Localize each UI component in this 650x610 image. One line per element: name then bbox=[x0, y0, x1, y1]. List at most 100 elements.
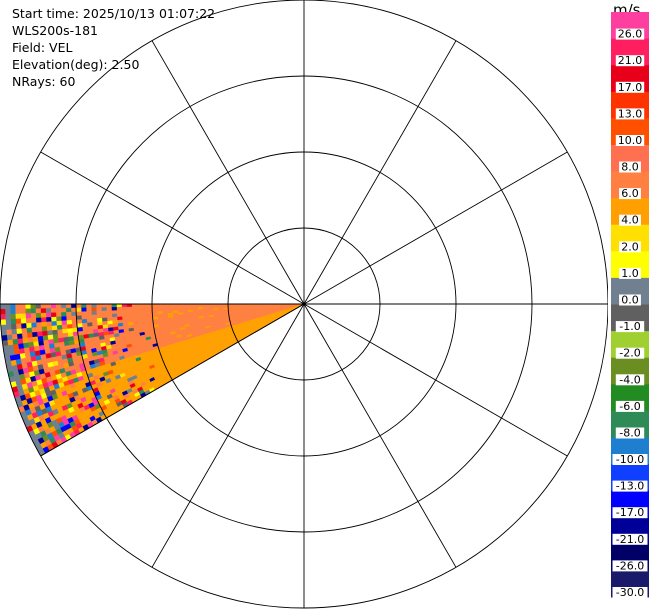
sector-gate bbox=[16, 328, 23, 335]
sector-gate bbox=[70, 303, 77, 309]
sector-gate bbox=[96, 310, 102, 316]
colorbar-tick-label: -2.0 bbox=[619, 347, 640, 360]
sector-gate bbox=[10, 313, 16, 320]
sector-gate bbox=[156, 306, 163, 310]
sector-gate bbox=[40, 308, 47, 314]
azimuth-spoke bbox=[303, 303, 457, 568]
sector-gate bbox=[35, 322, 42, 328]
colorbar-tick-background bbox=[615, 108, 645, 120]
sector-gate bbox=[26, 327, 33, 334]
sector-gate bbox=[6, 334, 13, 341]
sector-gate bbox=[76, 319, 83, 325]
sector-gate bbox=[11, 333, 18, 341]
sector-gate bbox=[91, 314, 98, 320]
colorbar-tick-label: 26.0 bbox=[618, 28, 643, 41]
colorbar-tick-background bbox=[615, 374, 645, 386]
azimuth-spoke bbox=[303, 151, 568, 305]
sector-gate bbox=[30, 303, 36, 310]
sector-gate bbox=[36, 331, 43, 337]
sector-gate bbox=[65, 311, 72, 317]
sector-gate bbox=[7, 344, 15, 352]
sector-gate bbox=[51, 329, 58, 336]
sector-gate bbox=[101, 314, 108, 319]
sector-gate bbox=[27, 337, 34, 344]
sector-gate bbox=[106, 313, 113, 319]
sector-gate bbox=[0, 308, 6, 315]
sector-gate bbox=[21, 328, 28, 334]
sector-gate bbox=[7, 339, 14, 346]
sector-gate bbox=[40, 317, 47, 323]
sector-gate bbox=[106, 310, 112, 315]
sector-gate bbox=[25, 322, 32, 329]
sector-gate bbox=[45, 321, 52, 327]
nrays-label: NRays: 60 bbox=[12, 74, 76, 89]
sector-gate bbox=[56, 320, 62, 326]
colorbar-tick-background bbox=[615, 347, 645, 359]
sector-gate bbox=[101, 310, 107, 315]
sector-gate bbox=[50, 303, 57, 309]
sector-gate bbox=[131, 303, 138, 308]
colorbar-tick-background bbox=[612, 454, 648, 465]
sector-gate bbox=[136, 306, 143, 311]
sector-gate bbox=[60, 303, 67, 309]
colorbar-tick-label: 10.0 bbox=[618, 134, 643, 147]
colorbar-tick-label: -26.0 bbox=[616, 559, 644, 572]
sector-gate bbox=[146, 309, 153, 313]
sector-gate bbox=[106, 303, 112, 308]
sector-gate bbox=[0, 314, 6, 321]
colorbar-tick-label: -30.0 bbox=[616, 586, 644, 599]
sector-gate bbox=[66, 320, 73, 326]
sector-gate bbox=[85, 303, 92, 309]
sector-gate bbox=[131, 306, 138, 311]
sector-gate bbox=[96, 314, 103, 319]
sector-gate bbox=[91, 318, 98, 323]
sector-gate bbox=[86, 311, 92, 316]
sector-gate bbox=[10, 318, 17, 325]
azimuth-spoke bbox=[40, 151, 305, 305]
sector-gate bbox=[141, 306, 148, 310]
sector-gate bbox=[20, 323, 27, 329]
sector-gate bbox=[111, 307, 117, 311]
sector-gate bbox=[50, 308, 57, 314]
sector-gate bbox=[25, 318, 32, 324]
sector-gate bbox=[25, 313, 32, 319]
sector-gate bbox=[75, 307, 82, 313]
colorbar-tick-background bbox=[619, 161, 641, 173]
sector-gate bbox=[116, 310, 123, 315]
sector-gate bbox=[46, 330, 53, 336]
colorbar-tick-label: -13.0 bbox=[616, 480, 644, 493]
sector-gate bbox=[76, 323, 83, 329]
sector-gate bbox=[14, 303, 21, 310]
sector-gate bbox=[30, 308, 36, 314]
colorbar-tick-label: -1.0 bbox=[619, 320, 640, 333]
sector-gate bbox=[106, 307, 112, 312]
sector-gate bbox=[20, 303, 26, 310]
sector-gate bbox=[111, 310, 118, 315]
sector-gate bbox=[166, 306, 173, 310]
sector-gate bbox=[80, 303, 87, 309]
sector-gate bbox=[85, 307, 92, 312]
sector-gate bbox=[80, 307, 87, 313]
sector-gate bbox=[30, 313, 37, 319]
sector-gate bbox=[81, 318, 88, 324]
sector-gate bbox=[31, 331, 38, 338]
sector-gate bbox=[12, 338, 19, 346]
sector-gate bbox=[101, 307, 107, 312]
sector-gate bbox=[4, 308, 11, 315]
colorbar-tick-label: -21.0 bbox=[616, 533, 644, 546]
sector-gate bbox=[45, 317, 52, 323]
sector-gate bbox=[61, 328, 68, 334]
sector-gate bbox=[20, 313, 26, 320]
sector-gate bbox=[111, 303, 117, 308]
colorbar: 26.0 21.0 17.0 13.0 10.0 8.0 6.0 4.0 2.0 1.0 0.0 -1… bbox=[611, 12, 649, 599]
colorbar-tick-label: -10.0 bbox=[616, 453, 644, 466]
sector-gate bbox=[61, 320, 68, 326]
sector-gate bbox=[5, 329, 12, 336]
sector-gate bbox=[86, 318, 93, 324]
sector-gate bbox=[96, 303, 102, 308]
sector-gate bbox=[51, 325, 58, 331]
colorbar-tick-background bbox=[619, 214, 641, 226]
start-time-label: Start time: 2025/10/13 01:07:22 bbox=[12, 6, 216, 21]
sector-gate bbox=[60, 312, 67, 317]
sector-gate bbox=[146, 306, 153, 310]
